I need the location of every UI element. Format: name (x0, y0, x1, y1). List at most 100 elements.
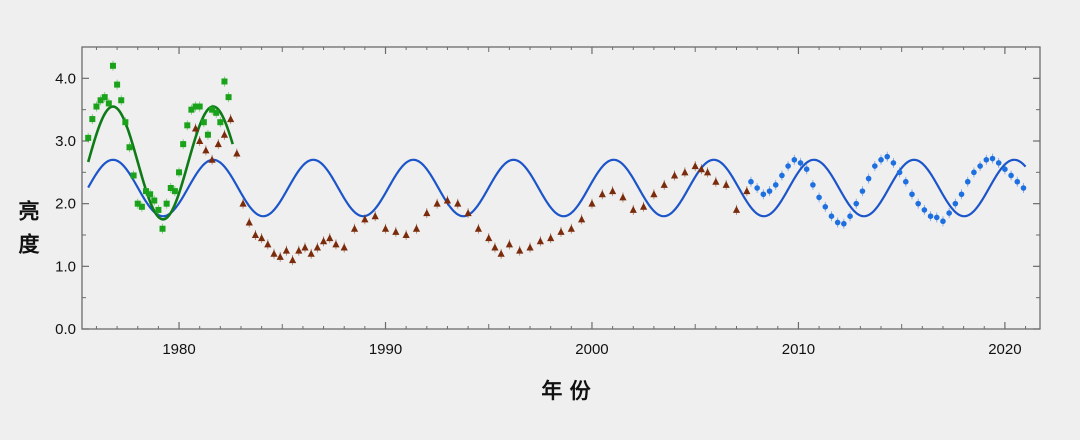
data-point-circle (760, 191, 767, 198)
data-point-triangle (371, 212, 379, 220)
data-point-circle (927, 213, 934, 219)
data-point-triangle (307, 249, 315, 257)
data-point-triangle (743, 187, 751, 195)
data-point-circle (803, 166, 810, 172)
y-tick-label: 2.0 (55, 196, 76, 213)
data-point-square (85, 134, 92, 141)
data-point-circle (853, 200, 860, 207)
data-point-triangle (619, 193, 627, 201)
data-point-square (114, 81, 121, 88)
data-point-circle (958, 191, 965, 198)
data-point-square (151, 197, 158, 204)
x-tick-label: 1990 (369, 341, 402, 358)
x-axis-label: 年 份 (541, 379, 591, 403)
data-point-triangle (712, 177, 720, 185)
y-tick-label: 4.0 (55, 70, 76, 87)
data-point-triangle (412, 224, 421, 232)
data-point-circle (872, 163, 878, 169)
data-point-triangle (691, 162, 699, 170)
data-point-circle (890, 160, 897, 166)
data-point-circle (772, 182, 779, 188)
data-point-triangle (233, 149, 241, 157)
data-point-circle (940, 218, 946, 225)
data-point-square (184, 122, 191, 129)
data-point-triangle (588, 199, 596, 207)
data-point-triangle (270, 249, 278, 257)
data-point-circle (828, 213, 835, 219)
data-point-triangle (392, 227, 400, 235)
data-point-triangle (227, 115, 235, 123)
data-point-triangle (301, 243, 309, 251)
data-point-circle (785, 163, 791, 169)
data-point-circle (921, 207, 928, 213)
data-point-triangle (516, 246, 524, 254)
data-point-square (196, 103, 203, 110)
data-point-circle (865, 175, 872, 182)
data-point-square (101, 94, 108, 101)
data-point-triangle (381, 224, 390, 232)
data-point-circle (909, 191, 915, 198)
data-point-square (180, 141, 187, 148)
data-points (85, 60, 1027, 266)
model-curve-blue (87, 158, 1027, 218)
x-tick-label: 1980 (162, 341, 195, 358)
data-point-triangle (497, 249, 505, 257)
data-point-square (225, 94, 232, 101)
data-point-square (192, 103, 199, 110)
data-point-square (176, 169, 183, 176)
data-point-square (122, 119, 129, 126)
data-point-square (221, 78, 228, 85)
data-point-triangle (326, 234, 334, 242)
tick-labels: 1980 1990 2000 2010 2020 0.0 1.0 2.0 3.0 4.0 (55, 70, 1021, 358)
data-point-square (171, 188, 178, 195)
data-point-triangle (629, 205, 637, 213)
data-point-triangle (491, 243, 499, 251)
data-point-circle (748, 178, 754, 185)
data-point-triangle (536, 237, 544, 245)
data-point-circle (977, 163, 983, 169)
data-point-circle (995, 160, 1002, 166)
data-point-triangle (239, 199, 247, 207)
data-point-square (118, 97, 125, 104)
data-point-triangle (214, 140, 222, 148)
data-point-square (134, 200, 141, 207)
data-point-triangle (557, 227, 565, 235)
data-point-square (130, 172, 137, 179)
data-point-circle (754, 185, 760, 191)
data-point-circle (983, 157, 990, 163)
data-point-circle (884, 153, 891, 160)
data-point-triangle (251, 231, 260, 238)
data-point-circle (915, 200, 921, 207)
data-point-square (200, 119, 207, 126)
data-point-square (209, 106, 216, 113)
data-point-triangle (191, 124, 200, 132)
data-point-circle (847, 213, 853, 219)
data-point-triangle (547, 234, 555, 242)
data-point-square (89, 116, 96, 123)
data-point-circle (878, 157, 884, 163)
data-point-triangle (598, 190, 606, 198)
data-point-square (105, 100, 112, 107)
data-point-triangle (208, 155, 216, 163)
data-point-triangle (650, 190, 658, 198)
data-point-triangle (288, 256, 297, 264)
data-point-triangle (697, 165, 705, 173)
data-point-circle (816, 194, 822, 201)
data-point-triangle (578, 215, 586, 223)
data-point-circle (896, 169, 903, 176)
data-point-square (93, 103, 100, 110)
data-point-square (109, 62, 116, 69)
data-point-square (138, 203, 145, 210)
x-tick-label: 2020 (988, 341, 1021, 358)
data-point-triangle (258, 234, 266, 242)
data-point-triangle (732, 205, 741, 213)
model-curves (86, 105, 1027, 221)
data-point-triangle (350, 224, 359, 232)
data-point-triangle (202, 146, 210, 154)
data-point-circle (1008, 172, 1014, 179)
y-tick-label: 1.0 (55, 258, 76, 275)
data-point-square (167, 185, 174, 191)
data-point-triangle (474, 224, 483, 232)
data-point-triangle (703, 168, 712, 176)
data-point-square (204, 131, 211, 138)
